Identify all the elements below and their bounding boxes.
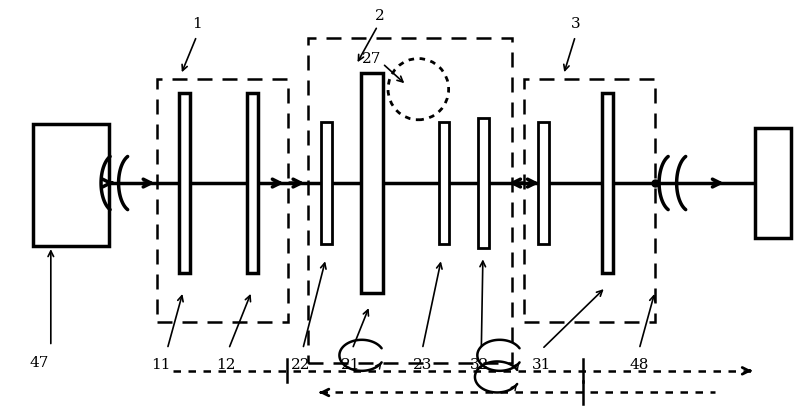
Text: 12: 12 — [217, 358, 236, 372]
Bar — [754, 128, 790, 238]
Text: 31: 31 — [532, 358, 551, 372]
Bar — [538, 122, 549, 244]
Text: 11: 11 — [151, 358, 170, 372]
Bar — [157, 79, 288, 322]
Text: 48: 48 — [630, 358, 649, 372]
Text: 1: 1 — [192, 17, 202, 31]
Bar — [478, 118, 490, 248]
Text: 32: 32 — [470, 358, 490, 372]
Text: 27: 27 — [362, 51, 382, 65]
Text: 47: 47 — [30, 356, 50, 369]
Text: 23: 23 — [413, 358, 432, 372]
Bar — [438, 122, 449, 244]
Text: 3: 3 — [570, 17, 580, 31]
Text: 22: 22 — [290, 358, 310, 372]
Bar — [179, 93, 190, 273]
Bar — [523, 79, 655, 322]
Text: 21: 21 — [341, 358, 360, 372]
Text: 2: 2 — [375, 9, 385, 23]
Bar — [602, 93, 613, 273]
Bar — [361, 73, 383, 293]
Bar — [308, 38, 512, 363]
Bar — [322, 122, 332, 244]
Bar — [34, 124, 109, 246]
Bar — [247, 93, 258, 273]
